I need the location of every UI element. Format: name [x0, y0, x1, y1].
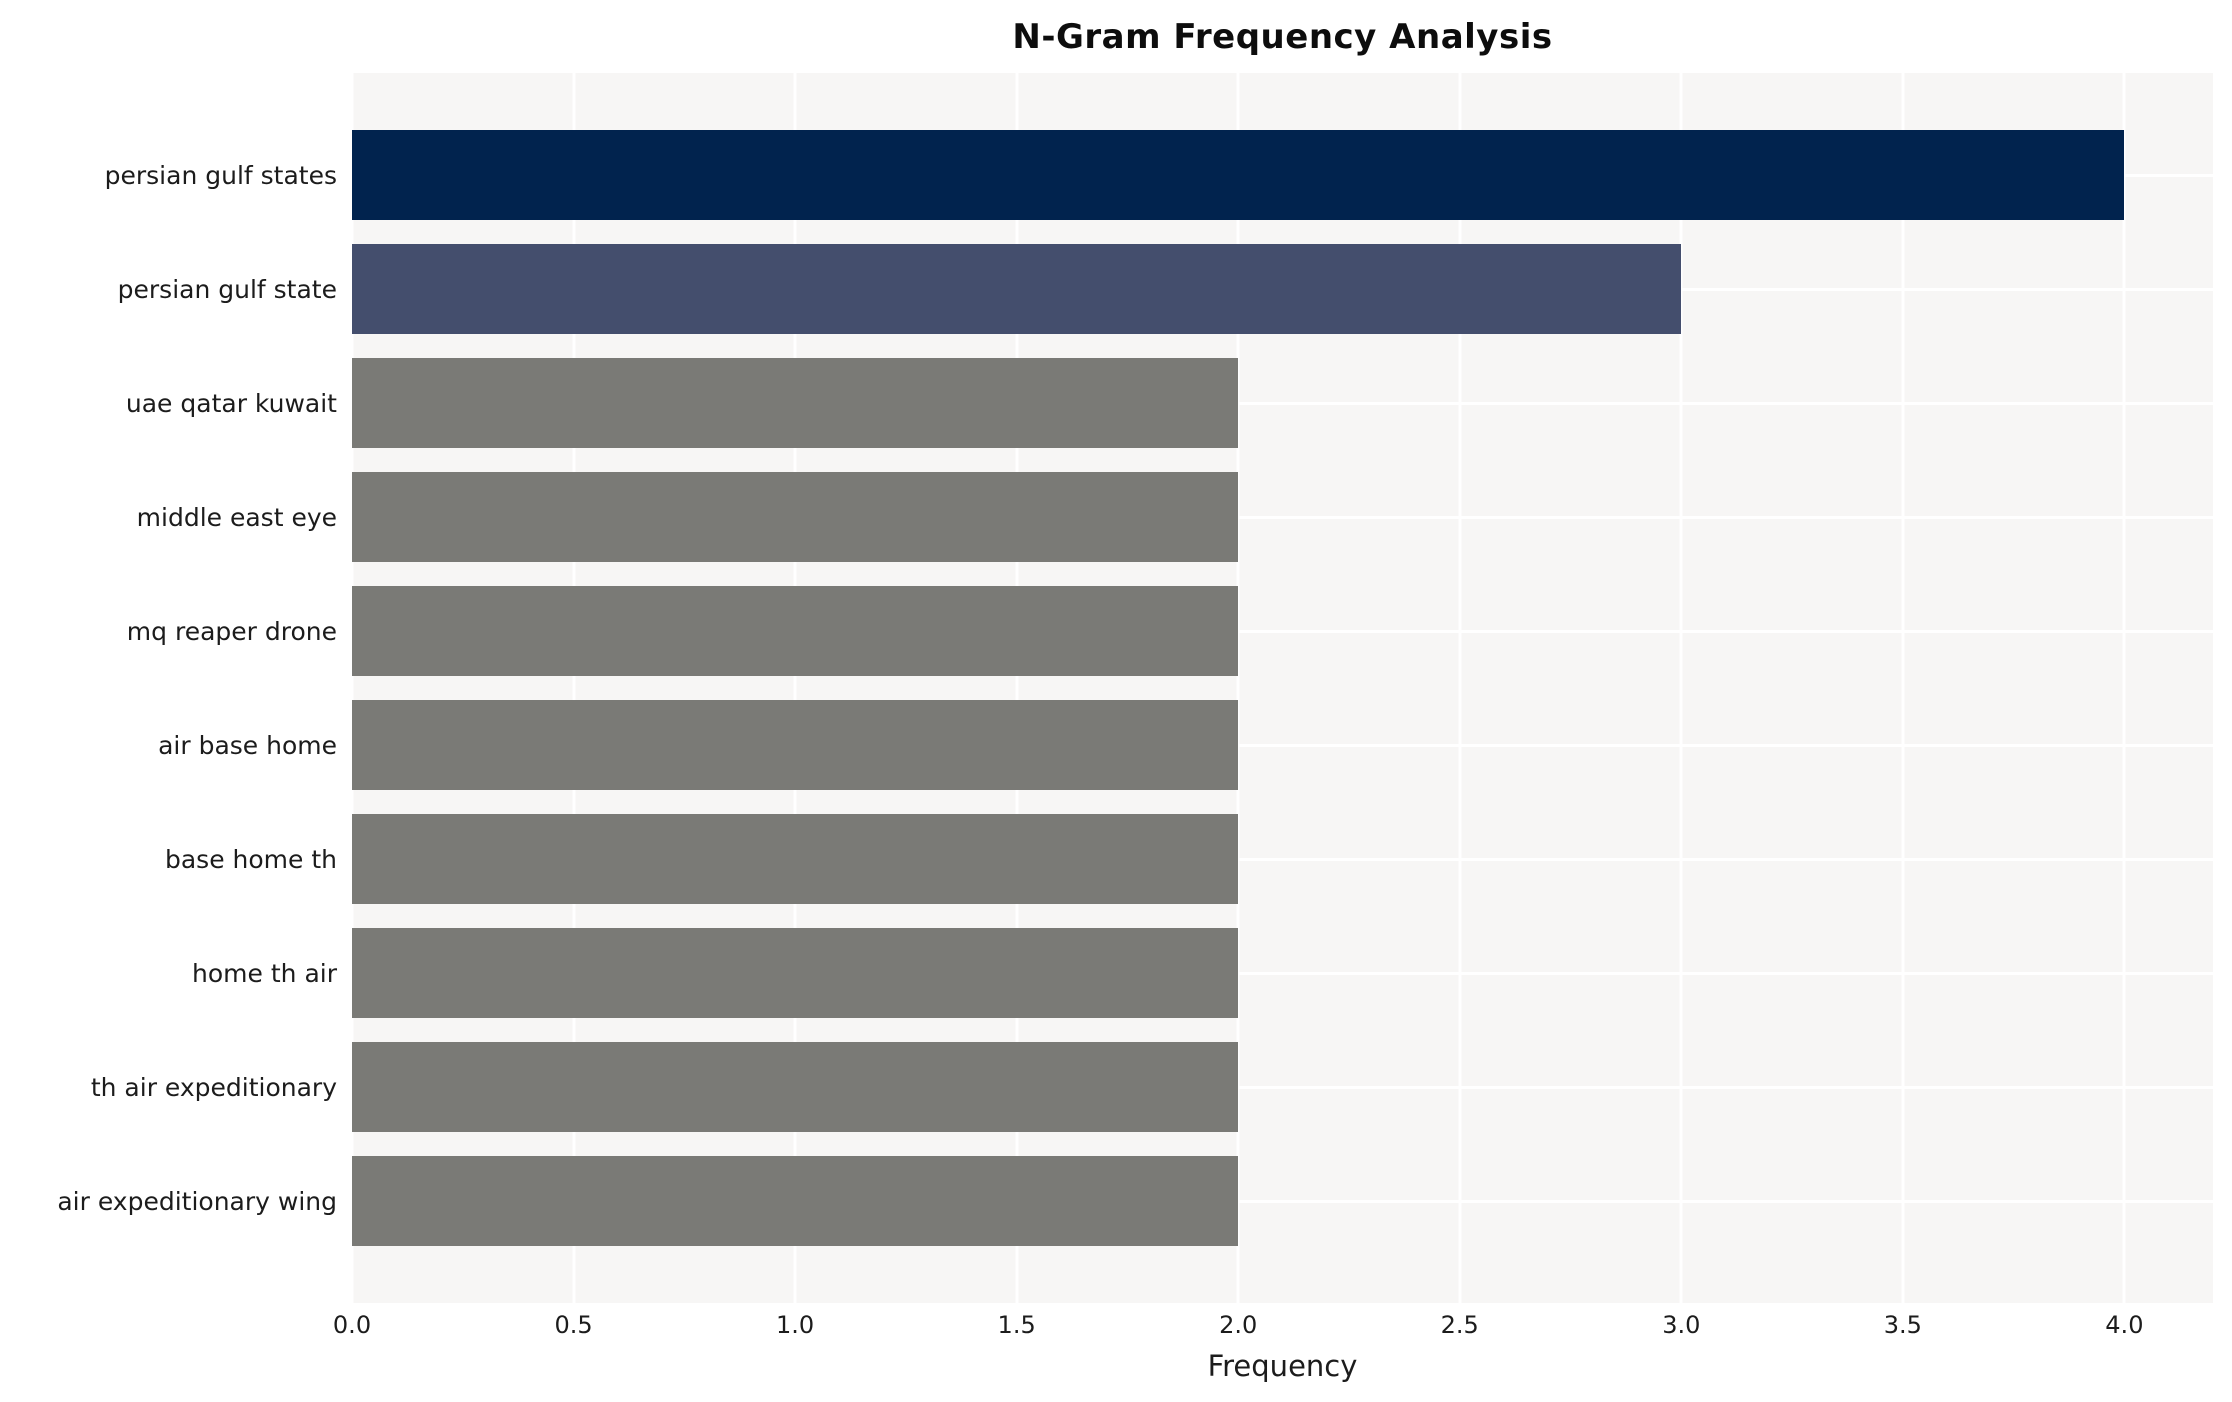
horizontal-gridline: [352, 971, 2213, 975]
chart-title: N-Gram Frequency Analysis: [1012, 16, 1553, 57]
bar-row: uae qatar kuwait: [126, 346, 2213, 460]
x-tick-label: 4.0: [2105, 1311, 2144, 1339]
bar-row: base home th: [165, 802, 2213, 916]
vertical-gridline: [1901, 73, 1905, 1303]
bar: [352, 472, 1239, 562]
x-tick-label: 0.0: [332, 1311, 372, 1339]
bar: [352, 358, 1239, 448]
category-label: mq reaper drone: [126, 616, 337, 646]
category-label: th air expeditionary: [90, 1072, 337, 1102]
bar: [352, 1042, 1239, 1132]
horizontal-gridline: [352, 515, 2213, 519]
bar: [352, 130, 2125, 220]
x-tick-label: 0.5: [554, 1311, 593, 1339]
x-tick-label: 3.5: [1883, 1311, 1922, 1339]
vertical-gridline: [1679, 73, 1683, 1303]
x-tick-label: 1.5: [997, 1311, 1036, 1339]
bar: [352, 1156, 1239, 1246]
vertical-gridline: [572, 73, 576, 1303]
plot-area: persian gulf states persian gulf state uae…: [57, 73, 2213, 1303]
horizontal-gridline: [352, 1085, 2213, 1089]
bar-rows: persian gulf states persian gulf state uae…: [57, 73, 2213, 1303]
horizontal-gridline: [352, 1199, 2213, 1203]
x-tick-label: 2.5: [1440, 1311, 1479, 1339]
bar-row: th air expeditionary: [91, 1030, 2213, 1144]
x-axis-ticks: 0.0 0.5 1.0 1.5 2.0 2.5 3.0 3.5 4.0: [333, 1303, 2213, 1349]
horizontal-gridline: [352, 857, 2213, 861]
category-label: home th air: [192, 958, 337, 988]
category-label: base home th: [164, 844, 337, 874]
x-axis-label: Frequency: [1207, 1349, 1358, 1383]
vertical-gridline: [350, 73, 354, 1303]
horizontal-gridline: [352, 401, 2213, 405]
vertical-gridline: [1458, 73, 1462, 1303]
bar-row: mq reaper drone: [127, 574, 2213, 688]
vertical-gridline: [2122, 73, 2126, 1303]
x-tick-label: 1.0: [776, 1311, 815, 1339]
category-label: middle east eye: [136, 502, 337, 532]
horizontal-gridline: [352, 629, 2213, 633]
vertical-gridline: [793, 73, 797, 1303]
bar-row: home th air: [192, 916, 2213, 1030]
category-label: persian gulf states: [104, 160, 337, 190]
x-tick-label: 3.0: [1662, 1311, 1701, 1339]
bar-row: persian gulf state: [118, 232, 2213, 346]
bar-row: middle east eye: [137, 460, 2213, 574]
bar: [352, 244, 1682, 334]
vertical-gridline: [1236, 73, 1240, 1303]
bar-row: persian gulf states: [105, 118, 2213, 232]
category-label: persian gulf state: [117, 274, 337, 304]
x-tick-label: 2.0: [1219, 1311, 1258, 1339]
horizontal-gridline: [352, 743, 2213, 747]
bar: [352, 928, 1239, 1018]
category-label: air base home: [158, 730, 337, 760]
vertical-gridline: [1015, 73, 1019, 1303]
category-label: uae qatar kuwait: [125, 388, 337, 418]
category-label: air expeditionary wing: [57, 1186, 337, 1216]
bar: [352, 700, 1239, 790]
bar: [352, 586, 1239, 676]
bar-row: air expeditionary wing: [57, 1144, 2213, 1258]
bar-row: air base home: [158, 688, 2213, 802]
bar: [352, 814, 1239, 904]
